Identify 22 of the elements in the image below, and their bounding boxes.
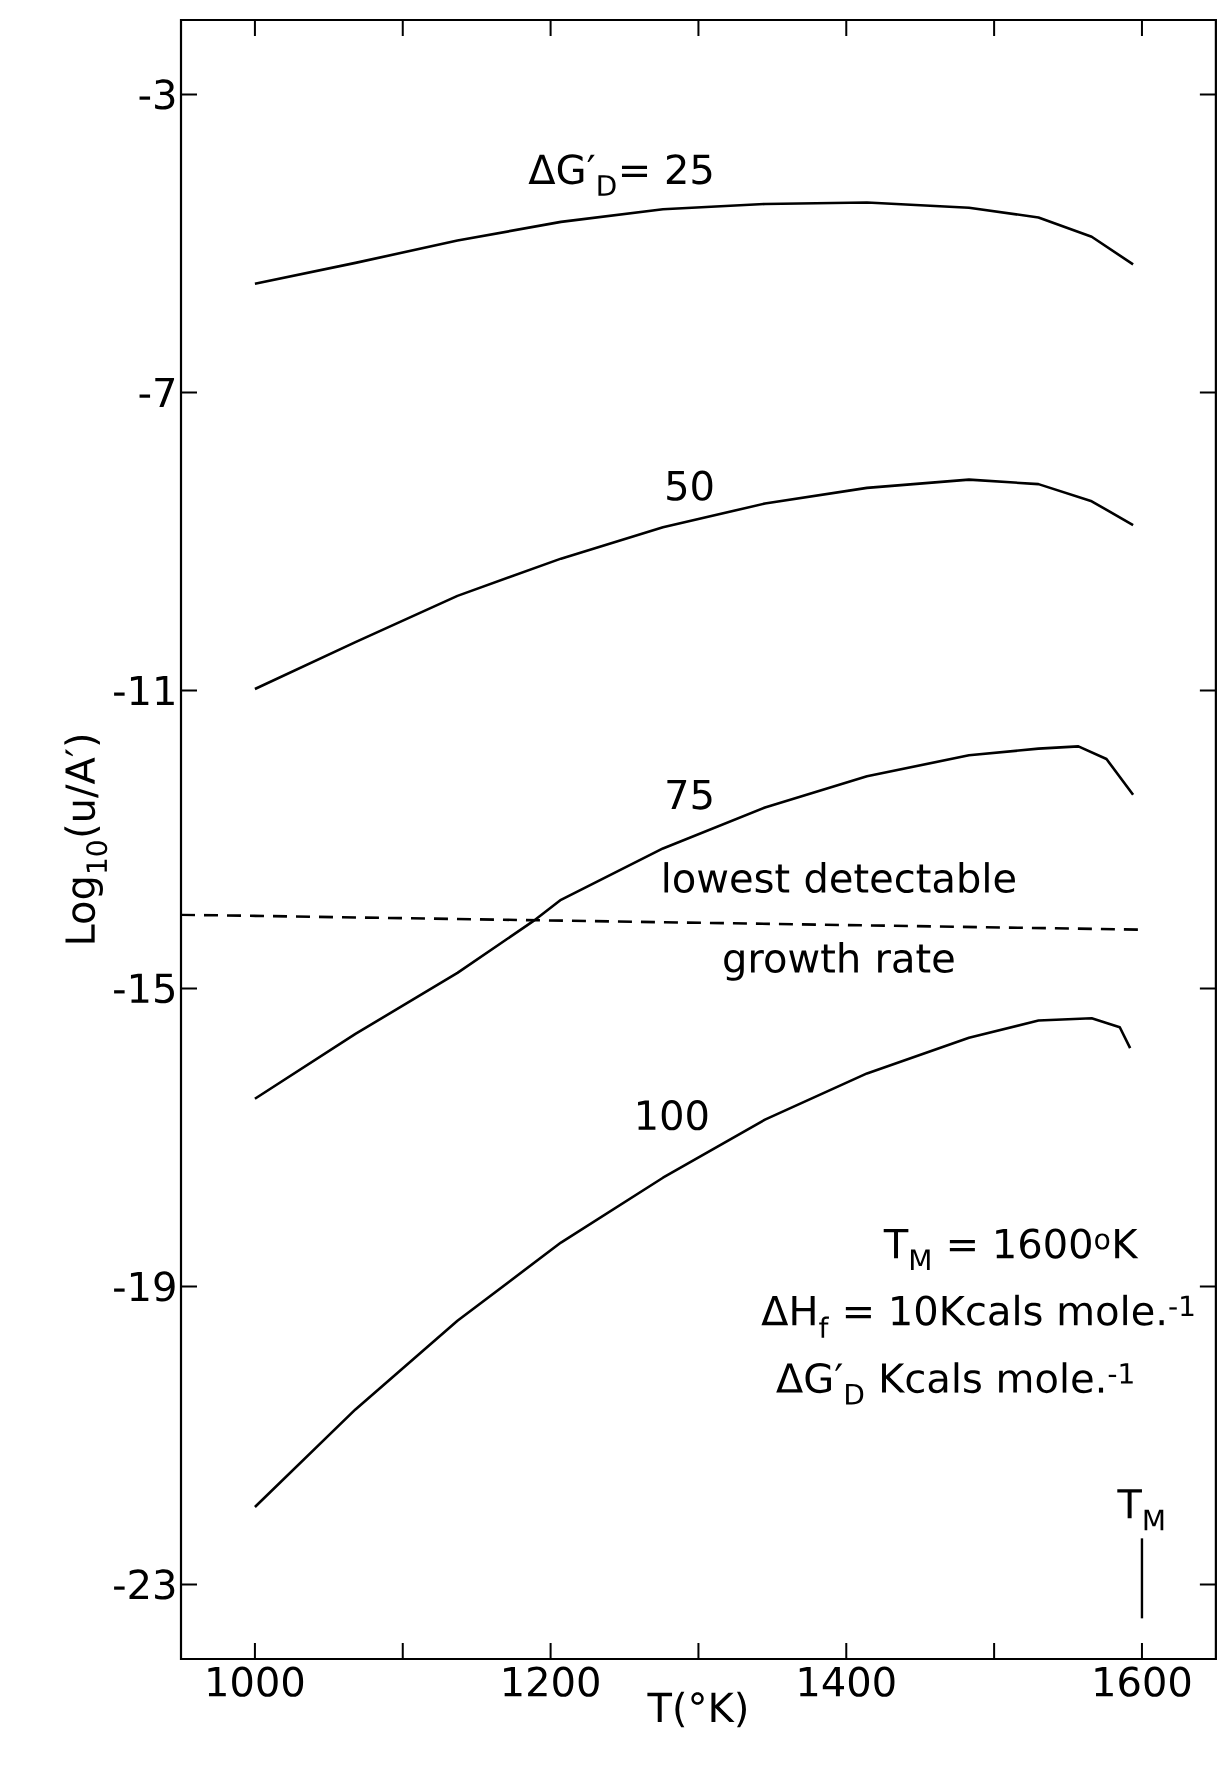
x-tick-label: 1200: [504, 1666, 599, 1697]
annotation: ΔH$_{f}$ = 10Kcals mole.$^{-1}$: [761, 1294, 1194, 1338]
y-tick-label: -19: [114, 1271, 175, 1302]
series-label: 75: [667, 779, 712, 810]
series-label: 50: [667, 470, 713, 501]
y-tick-label: -15: [114, 973, 174, 1004]
x-tick-label: 1000: [208, 1666, 304, 1697]
y-tick-label: -7: [139, 377, 175, 408]
annotation: T$_{M}$: [1117, 1489, 1164, 1531]
x-axis-title: T(°K): [647, 1691, 746, 1728]
annotation: T$_{M}$ = 1600$^{o}$K: [883, 1228, 1139, 1271]
series-label: 100: [638, 1100, 708, 1131]
x-tick-label: 1600: [1095, 1666, 1191, 1697]
text: lowest detectable growth rate: [664, 862, 1015, 981]
y-tick-label: -23: [114, 1569, 175, 1600]
line-series: [253, 201, 1135, 286]
y-axis-title: Log$_{10}$(u/A′): [64, 735, 108, 943]
series-label: ΔG′$_{D}$= 25: [528, 154, 712, 196]
annotation: ΔG′$_{D}$ Kcals mole.$^{-1}$: [776, 1362, 1133, 1405]
x-tick-label: 1400: [799, 1666, 895, 1697]
y-tick-label: -3: [139, 79, 175, 110]
y-tick-label: -11: [114, 675, 174, 706]
